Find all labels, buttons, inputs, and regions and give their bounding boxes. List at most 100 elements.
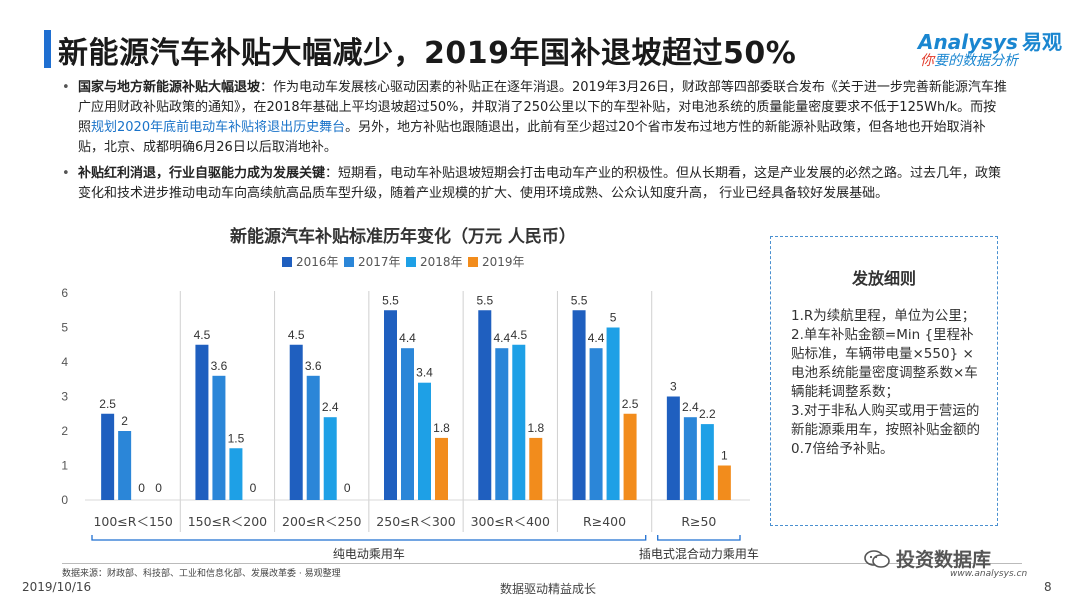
bar-value-label: 3	[670, 380, 677, 394]
bar	[623, 413, 637, 500]
logo-tag-red: 你	[920, 53, 934, 69]
group-bracket	[657, 535, 741, 541]
category-label: R≥400	[583, 514, 626, 529]
group-bracket	[91, 535, 647, 541]
group-label: 插电式混合动力乘用车	[639, 546, 759, 561]
bar-value-label: 5	[610, 311, 617, 325]
panel-line-3: 3.对于非私人购买或用于营运的新能源乘用车，按照补贴金额的0.7倍给予补贴。	[791, 403, 980, 457]
watermark-text: 投资数据库	[896, 549, 992, 571]
bar	[118, 431, 132, 500]
footer-divider	[62, 563, 1022, 564]
bar	[418, 382, 431, 500]
bar	[289, 344, 303, 500]
bar-value-label: 3.6	[305, 359, 322, 373]
bar	[401, 348, 414, 500]
wechat-watermark: 投资数据库	[864, 545, 991, 572]
bar-value-label: 2	[121, 414, 128, 428]
bullet-text: ：短期看，电动车补贴退坡短期会打击电动车产业的积极性。但从长期看，这是产业发展的…	[78, 166, 1002, 201]
bar-value-label: 2.4	[682, 400, 699, 414]
legend-label: 2016年	[296, 255, 339, 269]
panel-line-2: 2.单车补贴金额=Min {里程补贴标准，车辆带电量×550} ×电池系统能量密…	[791, 327, 978, 400]
bullet-list: • 国家与地方新能源补贴大幅退坡：作为电动车发展核心驱动因素的补贴正在逐年消退。…	[62, 78, 1007, 210]
bullet-highlight: 规划2020年底前电动车补贴将退出历史舞台	[91, 120, 346, 135]
bar	[323, 417, 337, 500]
bar-value-label: 0	[155, 481, 162, 495]
group-label: 纯电动乘用车	[333, 546, 405, 561]
logo-cn: 易观	[1021, 30, 1062, 54]
report-date: 2019/10/16	[22, 580, 92, 594]
category-label: 300≤R＜400	[471, 514, 550, 529]
bar-value-label: 2.2	[699, 407, 716, 421]
bar-value-label: 4.5	[194, 328, 211, 342]
legend-label: 2019年	[482, 255, 525, 269]
y-tick-label: 3	[61, 390, 68, 404]
bar-value-label: 3.6	[211, 359, 228, 373]
bar-value-label: 5.5	[571, 293, 588, 307]
logo-tag-rest: 要的数据分析	[934, 53, 1018, 69]
bar	[512, 344, 526, 500]
bar-value-label: 1.8	[527, 421, 544, 435]
legend-swatch	[468, 257, 478, 267]
site-url: www.analysys.cn	[950, 569, 1028, 579]
y-tick-label: 4	[61, 355, 68, 369]
page-number: 8	[1044, 580, 1052, 594]
bar-value-label: 4.4	[399, 331, 416, 345]
bar-value-label: 4.5	[510, 328, 527, 342]
bar	[700, 424, 714, 500]
data-source: 数据来源：财政部、科技部、工业和信息化部、发展改革委 · 易观整理	[62, 569, 341, 579]
bullet-item: • 国家与地方新能源补贴大幅退坡：作为电动车发展核心驱动因素的补贴正在逐年消退。…	[62, 80, 1007, 155]
bar	[478, 310, 492, 500]
panel-title: 发放细则	[851, 269, 916, 288]
bar	[101, 413, 115, 500]
y-tick-label: 2	[61, 424, 68, 438]
bar-value-label: 4.4	[588, 331, 605, 345]
bar	[666, 396, 680, 500]
bar-value-label: 0	[250, 481, 257, 495]
panel-line-1: 1.R为续航里程，单位为公里；	[791, 308, 976, 324]
bar	[572, 310, 586, 500]
legend-swatch	[406, 257, 416, 267]
bar-value-label: 1	[721, 449, 728, 463]
bar	[229, 448, 243, 500]
bar-value-label: 1.8	[433, 421, 450, 435]
category-label: R≥50	[681, 514, 716, 529]
bar-value-label: 1.5	[228, 431, 245, 445]
bar-value-label: 4.5	[288, 328, 305, 342]
bar-value-label: 0	[344, 481, 351, 495]
bar	[306, 375, 320, 500]
category-label: 200≤R＜250	[282, 514, 361, 529]
page-title: 新能源汽车补贴大幅减少，2019年国补退坡超过50%	[58, 36, 797, 71]
chart-title: 新能源汽车补贴标准历年变化（万元 人民币）	[230, 227, 576, 247]
bar-value-label: 4.4	[493, 331, 510, 345]
bullet-heading: 补贴红利消退，行业自驱能力成为发展关键	[78, 166, 326, 181]
bullet-text: ：作为电动车发展核心驱动因素的补贴正在逐年消退。2019年3月26日，财政部等四…	[78, 80, 1007, 135]
bar	[384, 310, 397, 500]
category-label: 150≤R＜200	[188, 514, 267, 529]
legend-label: 2017年	[358, 255, 401, 269]
panel-body: 1.R为续航里程，单位为公里； 2.单车补贴金额=Min {里程补贴标准，车辆带…	[791, 307, 987, 459]
bar	[212, 375, 226, 500]
bar	[495, 348, 509, 500]
bar	[589, 348, 603, 500]
bar	[529, 437, 543, 500]
bar	[606, 327, 620, 500]
bar-value-label: 2.5	[622, 397, 639, 411]
bullet-text-end: 。另外，地方补贴也跟随退出，此前有至少超过20个省市发布过地方性的新能源补贴政策…	[78, 120, 986, 155]
legend-swatch	[282, 257, 292, 267]
bar	[435, 437, 448, 500]
bullet-heading: 国家与地方新能源补贴大幅退坡	[78, 80, 261, 95]
bar-value-label: 5.5	[382, 293, 399, 307]
bar-value-label: 5.5	[476, 293, 493, 307]
bar-value-label: 2.5	[99, 397, 116, 411]
category-label: 100≤R＜150	[93, 514, 172, 529]
bullet-item: • 补贴红利消退，行业自驱能力成为发展关键：短期看，电动车补贴退坡短期会打击电动…	[62, 166, 1002, 201]
bar-value-label: 0	[138, 481, 145, 495]
bar-value-label: 3.4	[416, 366, 433, 380]
y-tick-label: 5	[61, 321, 68, 335]
footer-motto: 数据驱动精益成长	[500, 582, 597, 596]
legend-label: 2018年	[420, 255, 463, 269]
y-tick-label: 1	[61, 459, 68, 473]
logo-en: Analysys	[918, 30, 1018, 54]
bar	[195, 344, 209, 500]
